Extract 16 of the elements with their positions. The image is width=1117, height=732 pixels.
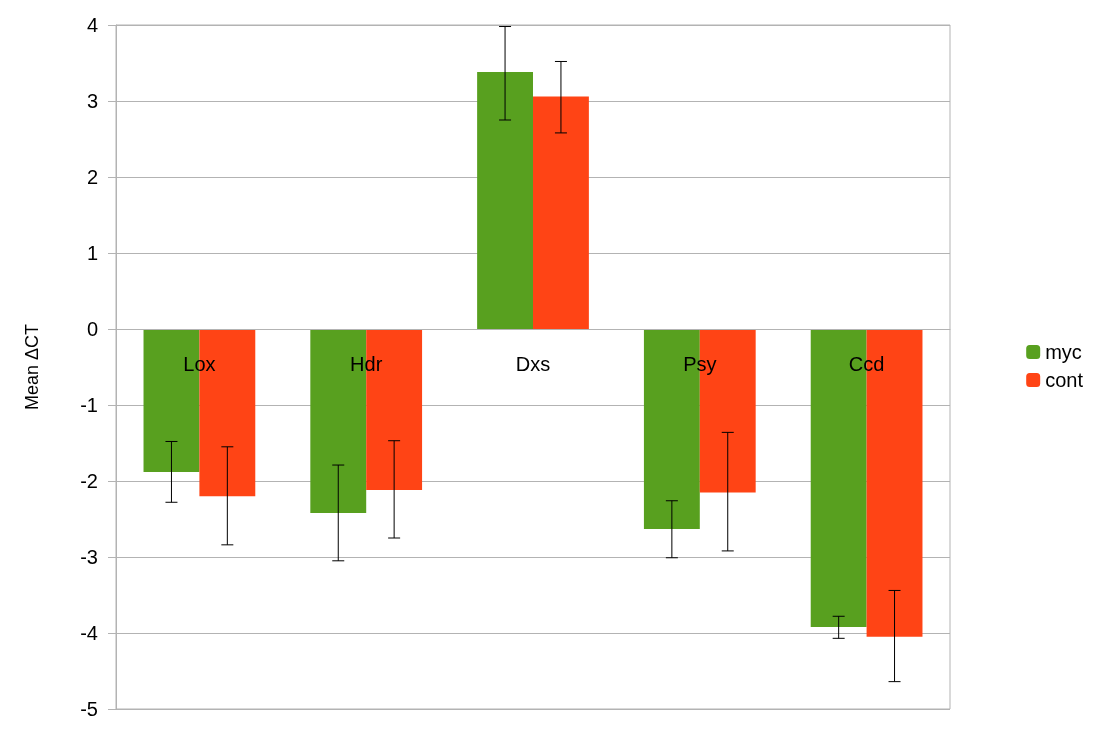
y-tick-label: -3 xyxy=(80,546,98,568)
y-tick-label: 1 xyxy=(86,242,98,264)
legend-label: cont xyxy=(1045,369,1084,391)
bar xyxy=(533,96,589,329)
bar xyxy=(477,72,533,329)
y-tick-label: -5 xyxy=(80,698,98,720)
y-tick-label: 4 xyxy=(86,14,98,36)
y-tick-label: -4 xyxy=(80,622,98,644)
legend-label: myc xyxy=(1045,341,1082,363)
y-tick-label: 0 xyxy=(86,318,98,340)
y-tick-label: 2 xyxy=(86,166,98,188)
x-tick-label: Dxs xyxy=(515,353,551,375)
y-axis-title: Mean ΔCT xyxy=(22,323,42,411)
y-tick-label: -2 xyxy=(80,470,98,492)
y-tick-label: -1 xyxy=(80,394,98,416)
y-tick-label: 3 xyxy=(86,90,98,112)
